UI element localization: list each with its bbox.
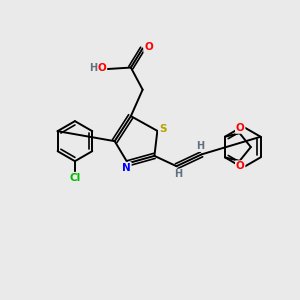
- Text: O: O: [144, 42, 153, 52]
- Text: O: O: [236, 161, 244, 171]
- Text: S: S: [159, 124, 166, 134]
- Text: O: O: [236, 123, 244, 133]
- Text: Cl: Cl: [69, 173, 80, 183]
- Text: N: N: [122, 163, 131, 173]
- Text: O: O: [98, 63, 106, 73]
- Text: H: H: [174, 169, 182, 179]
- Text: H: H: [196, 141, 204, 151]
- Text: H: H: [89, 63, 97, 73]
